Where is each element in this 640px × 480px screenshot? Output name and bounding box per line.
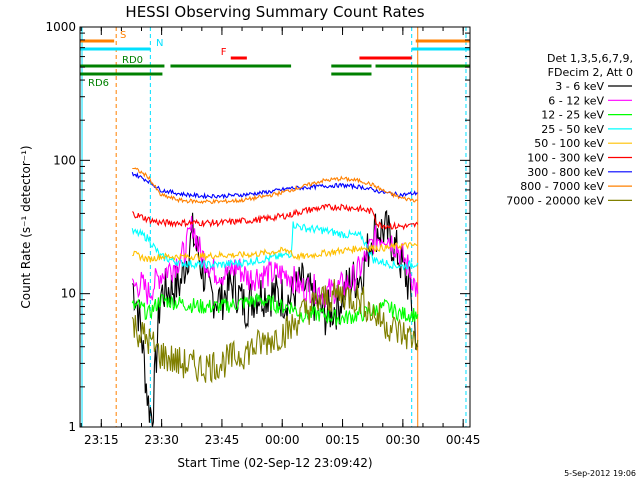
legend-label-6: 300 - 800 keV bbox=[527, 166, 604, 179]
x-tick-label-4: 00:15 bbox=[325, 433, 360, 447]
x-tick-label-1: 23:30 bbox=[144, 433, 179, 447]
series-line-800-7000-kev bbox=[132, 167, 418, 205]
legend-label-0: 3 - 6 keV bbox=[555, 80, 604, 93]
legend-header-line-1: Det 1,3,5,6,7,9, bbox=[547, 52, 633, 65]
date-stamp: 5-Sep-2012 19:06 bbox=[564, 469, 636, 478]
series-line-300-800-kev bbox=[131, 172, 418, 200]
flag-label-s: S bbox=[120, 30, 126, 41]
chart-title: HESSI Observing Summary Count Rates bbox=[125, 3, 424, 21]
legend-label-7: 800 - 7000 keV bbox=[520, 180, 604, 193]
y-axis-label: Count Rate (s⁻¹ detector⁻¹) bbox=[19, 145, 33, 308]
series-line-7000-20000-kev bbox=[131, 279, 419, 384]
flag-label-n: N bbox=[156, 38, 163, 49]
plot-frame bbox=[79, 26, 471, 428]
x-tick-label-5: 00:30 bbox=[386, 433, 421, 447]
legend-label-8: 7000 - 20000 keV bbox=[506, 194, 604, 207]
legend-label-5: 100 - 300 keV bbox=[527, 152, 604, 165]
x-axis-label: Start Time (02-Sep-12 23:09:42) bbox=[177, 456, 372, 470]
x-tick-label-2: 23:45 bbox=[205, 433, 240, 447]
legend-label-3: 25 - 50 keV bbox=[541, 123, 604, 136]
plot-area: S N F RD0 RD6 bbox=[80, 27, 470, 428]
x-tick-label-3: 00:00 bbox=[265, 433, 300, 447]
series-line-50-100-kev bbox=[132, 242, 418, 263]
series-line-6-12-kev bbox=[131, 215, 419, 308]
legend-label-2: 12 - 25 keV bbox=[541, 109, 604, 122]
x-tick-label-6: 00:45 bbox=[446, 433, 481, 447]
legend-header-line-2: FDecim 2, Att 0 bbox=[548, 66, 633, 79]
y-tick-label-3: 1000 bbox=[45, 20, 76, 34]
flag-label-rd6: RD6 bbox=[88, 78, 109, 89]
flag-label-rd0: RD0 bbox=[122, 55, 143, 66]
legend: Det 1,3,5,6,7,9, FDecim 2, Att 0 3 - 6 k… bbox=[506, 52, 633, 207]
series-line-3-6-kev bbox=[131, 209, 419, 428]
flag-label-f: F bbox=[221, 47, 227, 58]
y-tick-label-1: 10 bbox=[61, 287, 76, 301]
series-line-100-300-kev bbox=[132, 203, 419, 231]
y-tick-label-2: 100 bbox=[53, 153, 76, 167]
legend-label-4: 50 - 100 keV bbox=[534, 137, 604, 150]
x-tick-label-0: 23:15 bbox=[84, 433, 119, 447]
y-axis: 1 10 100 1000 bbox=[45, 20, 470, 434]
y-tick-label-0: 1 bbox=[68, 420, 76, 434]
x-axis: 23:15 23:30 23:45 00:00 00:15 00:30 00:45 bbox=[80, 27, 481, 447]
legend-label-1: 6 - 12 keV bbox=[548, 94, 604, 107]
